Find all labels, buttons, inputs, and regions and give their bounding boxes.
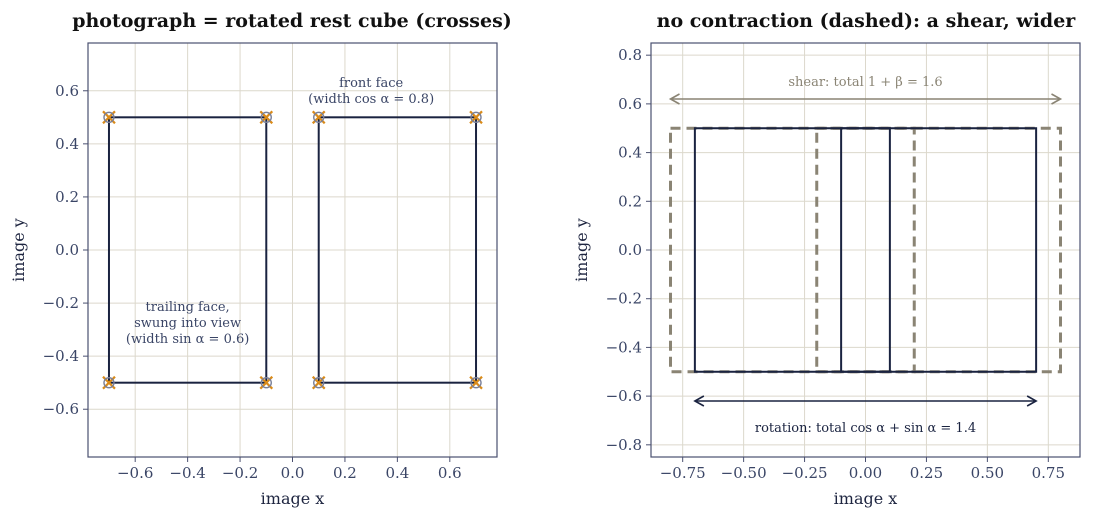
y-axis-label: image y	[9, 218, 28, 282]
chart-panel-1: front face (width cos α = 0.8) trailing fa…	[9, 10, 512, 508]
span-arrow-2	[693, 395, 1038, 407]
corner-point	[469, 375, 483, 390]
span-arrow-1	[668, 93, 1063, 105]
annotation-text: trailing face, swung into view (width sin …	[126, 300, 249, 347]
y-tick-label: −0.6	[43, 400, 79, 418]
chart-panel-2: shear: total 1 + β = 1.6 rotation: total …	[572, 10, 1081, 508]
solid-rect-3	[693, 127, 891, 373]
x-tick-label: −0.2	[222, 464, 258, 482]
corner-point	[469, 110, 483, 125]
arrow-label: shear: total 1 + β = 1.6	[788, 75, 942, 90]
solid-rect-4	[840, 127, 1038, 373]
solid-rect-1	[107, 116, 268, 384]
chart-title: photograph = rotated rest cube (crosses)	[72, 10, 512, 32]
y-tick-label: −0.4	[43, 347, 79, 365]
corner-point	[102, 375, 116, 390]
x-tick-label: 0.00	[849, 464, 882, 482]
y-tick-label: −0.2	[43, 294, 79, 312]
arrow-label: rotation: total cos α + sin α = 1.4	[755, 421, 976, 436]
x-tick-label: 0.2	[333, 464, 357, 482]
corner-point	[311, 110, 326, 125]
x-axis-label: image x	[261, 489, 325, 508]
y-tick-label: 0.2	[55, 188, 79, 206]
x-tick-label: −0.4	[169, 464, 205, 482]
y-axis-label: image y	[572, 218, 591, 282]
x-tick-label: −0.25	[782, 464, 828, 482]
corner-point	[311, 375, 326, 390]
x-axis-label: image x	[834, 489, 898, 508]
x-tick-label: 0.4	[385, 464, 409, 482]
y-tick-label: −0.2	[606, 290, 642, 308]
x-tick-label: 0.6	[438, 464, 462, 482]
x-tick-label: 0.25	[910, 464, 943, 482]
y-tick-label: −0.8	[606, 436, 642, 454]
solid-rect-2	[317, 116, 478, 384]
x-tick-label: 0.75	[1032, 464, 1065, 482]
x-tick-label: 0.50	[971, 464, 1004, 482]
y-tick-label: 0.4	[55, 135, 79, 153]
chart-title: no contraction (dashed): a shear, wider	[657, 10, 1077, 32]
x-tick-label: −0.75	[660, 464, 706, 482]
y-tick-label: 0.0	[55, 241, 79, 259]
corner-point	[259, 375, 274, 390]
y-tick-label: 0.4	[618, 144, 642, 162]
x-tick-label: −0.6	[117, 464, 153, 482]
y-tick-label: −0.4	[606, 338, 642, 356]
annotation-text: front face (width cos α = 0.8)	[308, 76, 434, 107]
y-tick-label: 0.8	[618, 46, 642, 64]
y-tick-label: 0.0	[618, 241, 642, 259]
x-tick-label: 0.0	[281, 464, 305, 482]
y-tick-label: 0.6	[55, 82, 79, 100]
y-tick-label: 0.2	[618, 192, 642, 210]
y-tick-label: 0.6	[618, 95, 642, 113]
corner-point	[259, 110, 274, 125]
x-tick-label: −0.50	[721, 464, 767, 482]
corner-point	[102, 110, 116, 125]
y-tick-label: −0.6	[606, 387, 642, 405]
